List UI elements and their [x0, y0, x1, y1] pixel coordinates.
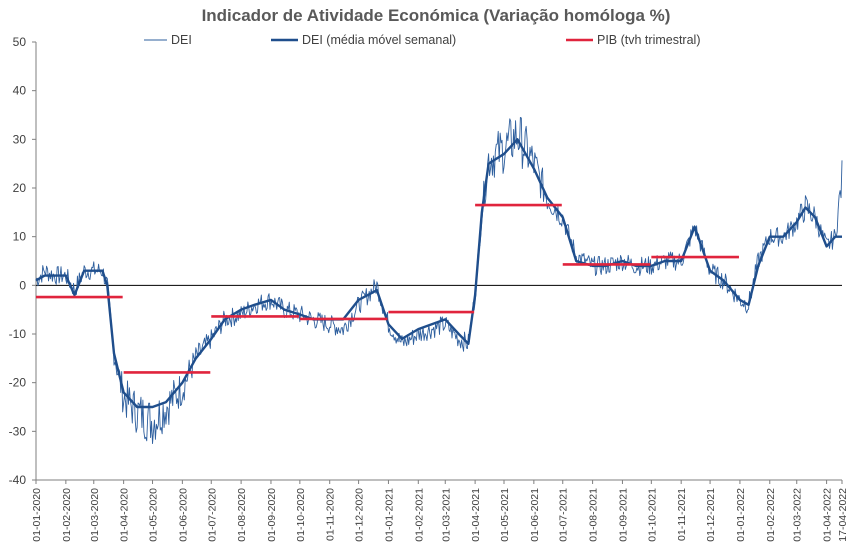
y-tick-label: 10 — [13, 230, 27, 244]
series-line-dei — [35, 117, 843, 445]
x-tick-label: 01-07-2021 — [558, 488, 570, 542]
x-tick-label: 01-07-2020 — [206, 488, 218, 542]
x-tick-label: 01-05-2021 — [499, 488, 511, 542]
x-tick-label: 01-01-2020 — [31, 488, 43, 542]
x-tick-label: 01-02-2020 — [61, 488, 73, 542]
y-tick-label: -20 — [9, 376, 27, 390]
x-tick-label: 01-01-2022 — [735, 488, 747, 542]
y-tick-label: 20 — [13, 181, 27, 195]
legend-label-dei: DEI — [171, 33, 192, 47]
x-axis: 01-01-2020 01-02-2020 01-03-2020 01-04-2020… — [31, 284, 849, 542]
x-tick-label: 01-09-2021 — [617, 488, 629, 542]
legend-label-dei-ma: DEI (média móvel semanal) — [302, 33, 456, 47]
chart-title: Indicador de Atividade Económica (Variaç… — [202, 6, 671, 25]
y-axis: 50 40 30 20 10 0 -10 -20 -30 -40 — [9, 35, 37, 487]
x-tick-label: 01-03-2021 — [440, 488, 452, 542]
x-tick-label: 01-04-2020 — [119, 488, 131, 542]
x-tick-label: 17-04-2022 — [837, 488, 849, 542]
x-tick-label: 01-04-2021 — [470, 488, 482, 542]
x-tick-label: 01-01-2021 — [383, 488, 395, 542]
legend: DEI DEI (média móvel semanal) PIB (tvh t… — [144, 33, 701, 47]
plot-area — [35, 117, 843, 445]
y-tick-label: -40 — [9, 473, 27, 487]
x-tick-label: 01-12-2020 — [354, 488, 366, 542]
x-tick-label: 01-08-2020 — [236, 488, 248, 542]
y-tick-label: 40 — [13, 84, 27, 98]
x-tick-label: 01-06-2020 — [177, 488, 189, 542]
series-line-dei-moving-average — [35, 138, 842, 409]
x-tick-label: 01-12-2021 — [705, 488, 717, 542]
x-tick-label: 01-04-2022 — [822, 488, 834, 542]
x-tick-label: 01-11-2021 — [676, 488, 688, 541]
y-tick-label: 50 — [13, 35, 27, 49]
y-tick-label: -10 — [9, 327, 27, 341]
x-tick-label: 01-10-2020 — [295, 488, 307, 542]
legend-label-pib: PIB (tvh trimestral) — [597, 33, 701, 47]
x-tick-label: 01-10-2021 — [646, 488, 658, 542]
x-tick-label: 01-03-2022 — [792, 488, 804, 542]
x-tick-label: 01-02-2022 — [765, 488, 777, 542]
y-tick-label: 30 — [13, 132, 27, 146]
y-tick-label: -30 — [9, 424, 27, 438]
x-tick-label: 01-05-2020 — [148, 488, 160, 542]
y-tick-label: 0 — [19, 278, 26, 292]
x-tick-label: 01-03-2020 — [89, 488, 101, 542]
x-tick-label: 01-08-2021 — [588, 488, 600, 542]
x-tick-label: 01-11-2020 — [325, 488, 337, 541]
x-tick-label: 01-09-2020 — [266, 488, 278, 542]
x-tick-label: 01-02-2021 — [413, 488, 425, 542]
x-tick-label: 01-06-2021 — [529, 488, 541, 542]
